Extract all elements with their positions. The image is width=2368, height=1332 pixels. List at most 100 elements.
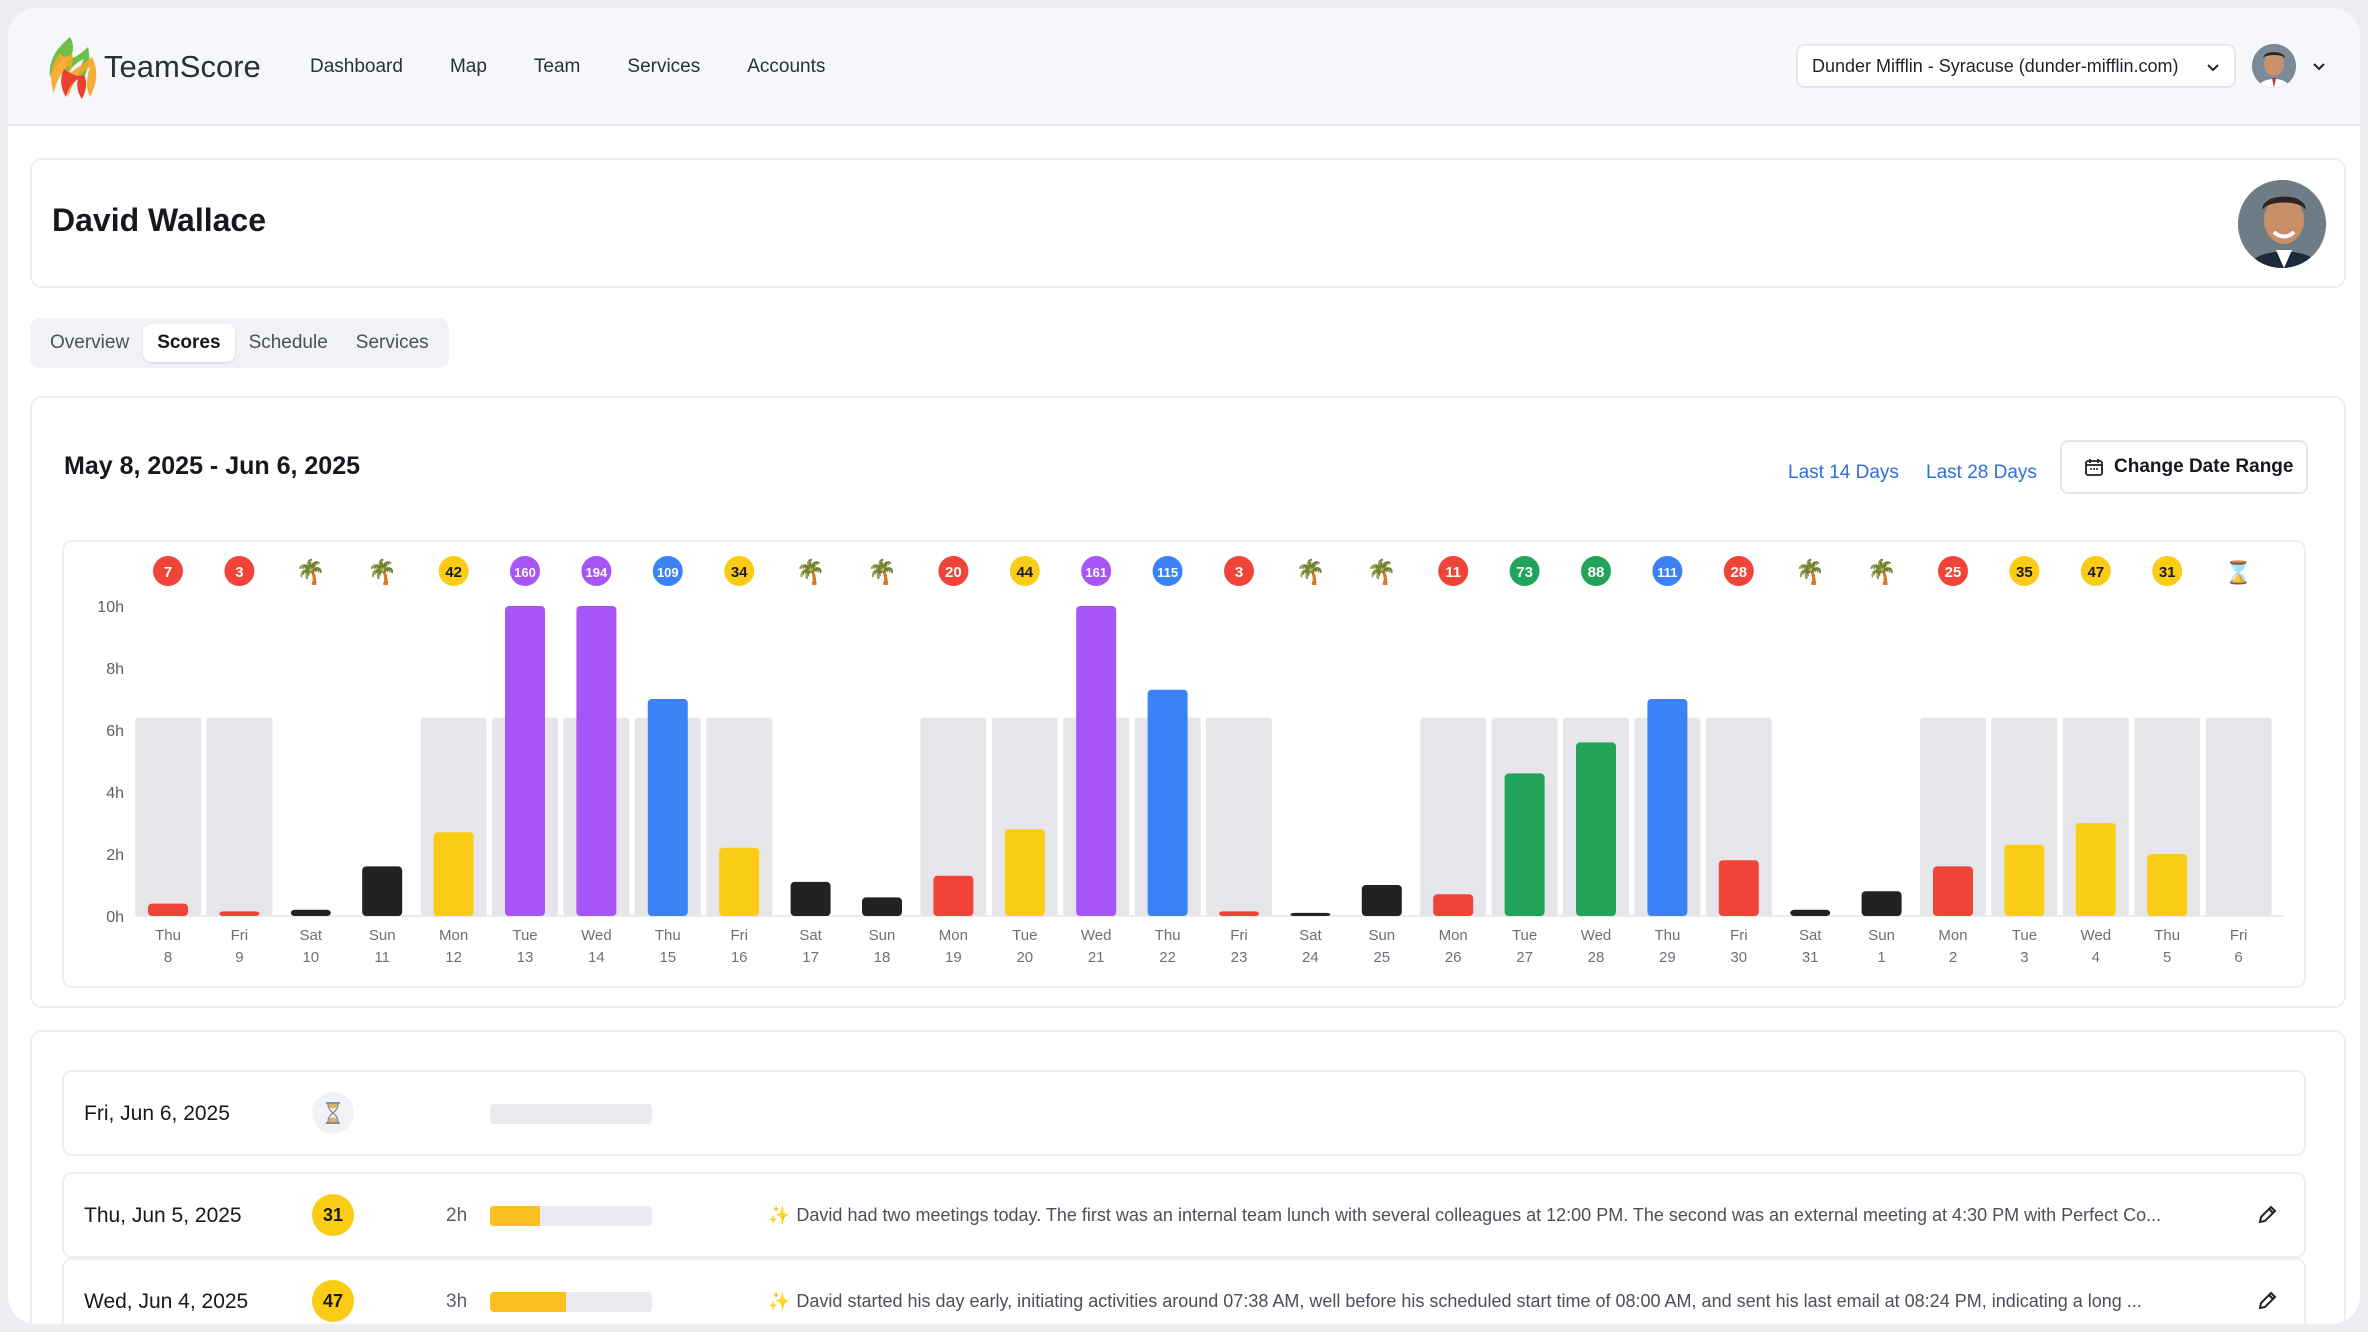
palm-tree-icon: 🌴 [867,558,897,586]
app-window: TeamScore Dashboard Map Team Services Ac… [8,8,2360,1324]
score-value: 11 [1445,564,1461,581]
score-value: 47 [2087,564,2104,581]
x-tick-weekday: Sun [1868,927,1895,944]
nav-dashboard[interactable]: Dashboard [310,56,403,77]
x-tick-day: 16 [731,949,748,966]
last-28-days-link[interactable]: Last 28 Days [1926,462,2037,483]
score-badge: 31 [312,1194,354,1236]
hours-bar [1004,829,1045,916]
score-value: 28 [1730,564,1747,581]
row-summary-text: David had two meetings today. The first … [796,1205,2162,1225]
change-date-range-label: Change Date Range [2114,456,2294,477]
calendar-icon [2085,459,2103,476]
y-tick-label: 4h [106,785,124,802]
y-tick-label: 10h [97,599,124,616]
top-nav-bar: TeamScore Dashboard Map Team Services Ac… [8,8,2360,126]
hours-bar [290,909,331,916]
list-item[interactable]: Fri, Jun 6, 2025 [62,1070,2306,1156]
hours-bar [1219,911,1259,916]
score-value: 42 [445,564,462,581]
score-badge: 47 [312,1280,354,1322]
edit-pencil-icon[interactable] [2256,1290,2278,1312]
daily-hours-chart: 0h2h4h6h8h10h7Thu83Fri9🌴Sat10🌴Sun1142Mon… [97,556,2284,966]
nav-team[interactable]: Team [533,56,581,77]
x-tick-weekday: Thu [1654,927,1680,944]
logo[interactable]: TeamScore [40,28,261,106]
x-tick-weekday: Thu [155,927,181,944]
score-badge [1581,556,1611,586]
x-tick-day: 8 [164,949,172,966]
hourglass-icon: ⌛ [2225,560,2252,585]
x-tick-weekday: Thu [1155,927,1181,944]
x-tick-weekday: Wed [1581,927,1612,944]
score-value: 115 [1157,565,1178,580]
x-tick-weekday: Mon [939,927,968,944]
score-badge [1152,556,1183,586]
score-badge [581,556,612,586]
hours-bar [1576,742,1616,916]
x-tick-day: 19 [945,949,962,966]
list-item[interactable]: Thu, Jun 5, 2025 31 2h ✨ David had two me… [62,1172,2306,1258]
score-value: 25 [1945,564,1962,581]
x-tick-day: 23 [1231,949,1248,966]
x-tick-day: 28 [1588,949,1605,966]
organization-select[interactable]: Dunder Mifflin - Syracuse (dunder-miffli… [1796,44,2236,88]
hours-bar [1504,773,1545,916]
x-tick-day: 21 [1088,949,1105,966]
x-tick-weekday: Fri [231,927,249,944]
list-item[interactable]: Wed, Jun 4, 2025 47 3h ✨ David started hi… [62,1258,2306,1324]
nav-map[interactable]: Map [449,56,487,77]
x-tick-weekday: Tue [1012,927,1037,944]
target-hours-bar [1206,717,1272,916]
last-14-days-link[interactable]: Last 14 Days [1788,462,1899,483]
score-badge [438,556,469,586]
edit-pencil-icon[interactable] [2256,1204,2278,1226]
hours-bar [2004,844,2045,916]
x-tick-weekday: Thu [2154,927,2180,944]
x-tick-weekday: Sat [1799,927,1822,944]
pending-badge [312,1092,354,1134]
nav-services[interactable]: Services [627,56,701,77]
score-value: 44 [1016,564,1033,581]
row-summary: ✨ David started his day early, initiating… [768,1291,2284,1312]
target-hours-bar [1420,717,1487,916]
x-tick-day: 26 [1445,949,1462,966]
daily-scores-list: Fri, Jun 6, 2025 Thu, Jun 5, 2025 31 2h … [30,1030,2346,1324]
date-range-title: May 8, 2025 - Jun 6, 2025 [64,452,361,480]
score-badge [652,556,683,586]
x-tick-weekday: Mon [1938,927,1967,944]
x-tick-weekday: Sun [369,927,396,944]
x-tick-day: 1 [1877,949,1885,966]
organization-select-value: Dunder Mifflin - Syracuse (dunder-miffli… [1812,55,2179,76]
score-value: 111 [1657,565,1677,580]
tab-services[interactable]: Services [355,332,429,353]
hours-bar [1718,860,1759,916]
score-badge [1509,556,1540,586]
x-tick-day: 4 [2092,949,2100,966]
nav-accounts[interactable]: Accounts [747,56,826,77]
x-tick-weekday: Fri [730,927,748,944]
user-avatar[interactable] [2252,44,2296,88]
hours-bar [2147,854,2188,916]
x-tick-day: 18 [874,949,891,966]
hourglass-icon [326,1102,340,1124]
score-badge [1081,556,1112,586]
palm-tree-icon: 🌴 [1867,558,1897,586]
x-tick-weekday: Wed [581,927,612,944]
x-tick-day: 13 [517,949,534,966]
x-tick-day: 27 [1516,949,1533,966]
chevron-down-icon[interactable] [2310,58,2328,76]
x-tick-day: 22 [1159,949,1176,966]
score-value: 194 [586,565,608,580]
x-tick-weekday: Tue [512,927,537,944]
hours-bar [1933,866,1973,916]
change-date-range-button[interactable]: Change Date Range [2060,440,2308,494]
x-tick-weekday: Mon [439,927,468,944]
x-tick-day: 30 [1730,949,1747,966]
x-tick-weekday: Mon [1439,927,1468,944]
tab-scores[interactable]: Scores [143,324,235,362]
score-value: 7 [164,564,172,581]
tab-schedule[interactable]: Schedule [248,332,328,353]
x-tick-day: 20 [1016,949,1033,966]
tab-overview[interactable]: Overview [50,332,130,353]
